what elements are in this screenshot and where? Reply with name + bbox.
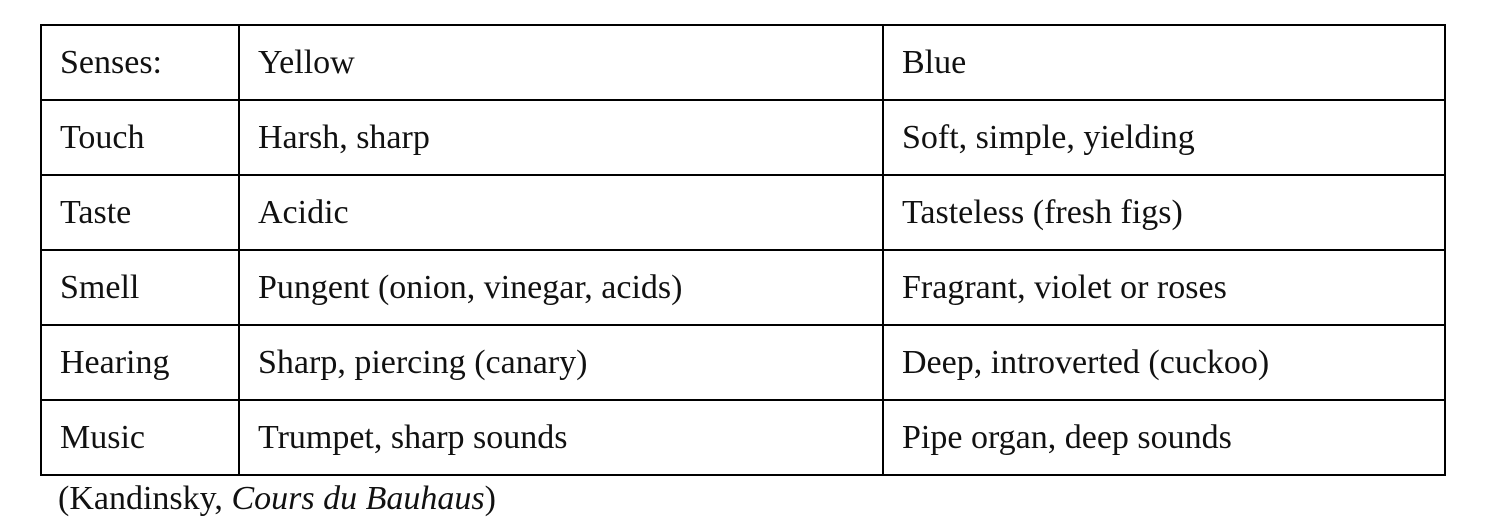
header-senses: Senses: [40,24,240,101]
senses-color-table-container: Senses: Yellow Blue Touch Harsh, sharp S… [40,24,1446,476]
senses-color-table: Senses: Yellow Blue Touch Harsh, sharp S… [40,24,1446,476]
table-row-hearing: Hearing Sharp, piercing (canary) Deep, i… [40,324,1446,401]
table-caption: (Kandinsky, Cours du Bauhaus) [58,482,496,516]
row-yellow: Harsh, sharp [238,99,884,176]
table-row-smell: Smell Pungent (onion, vinegar, acids) Fr… [40,249,1446,326]
header-blue: Blue [882,24,1446,101]
caption-author: (Kandinsky, [58,480,232,517]
row-blue: Soft, simple, yielding [882,99,1446,176]
table-header-row: Senses: Yellow Blue [40,24,1446,101]
table-row-taste: Taste Acidic Tasteless (fresh figs) [40,174,1446,251]
row-sense: Taste [40,174,240,251]
row-blue: Pipe organ, deep sounds [882,399,1446,476]
row-yellow: Trumpet, sharp sounds [238,399,884,476]
caption-close-paren: ) [484,480,496,517]
table-row-touch: Touch Harsh, sharp Soft, simple, yieldin… [40,99,1446,176]
table-row-music: Music Trumpet, sharp sounds Pipe organ, … [40,399,1446,476]
row-yellow: Acidic [238,174,884,251]
row-yellow: Sharp, piercing (canary) [238,324,884,401]
row-yellow: Pungent (onion, vinegar, acids) [238,249,884,326]
header-yellow: Yellow [238,24,884,101]
row-sense: Hearing [40,324,240,401]
row-blue: Tasteless (fresh figs) [882,174,1446,251]
row-sense: Smell [40,249,240,326]
row-blue: Deep, introverted (cuckoo) [882,324,1446,401]
row-sense: Music [40,399,240,476]
caption-work-title: Cours du Bauhaus [231,480,485,517]
row-sense: Touch [40,99,240,176]
row-blue: Fragrant, violet or roses [882,249,1446,326]
